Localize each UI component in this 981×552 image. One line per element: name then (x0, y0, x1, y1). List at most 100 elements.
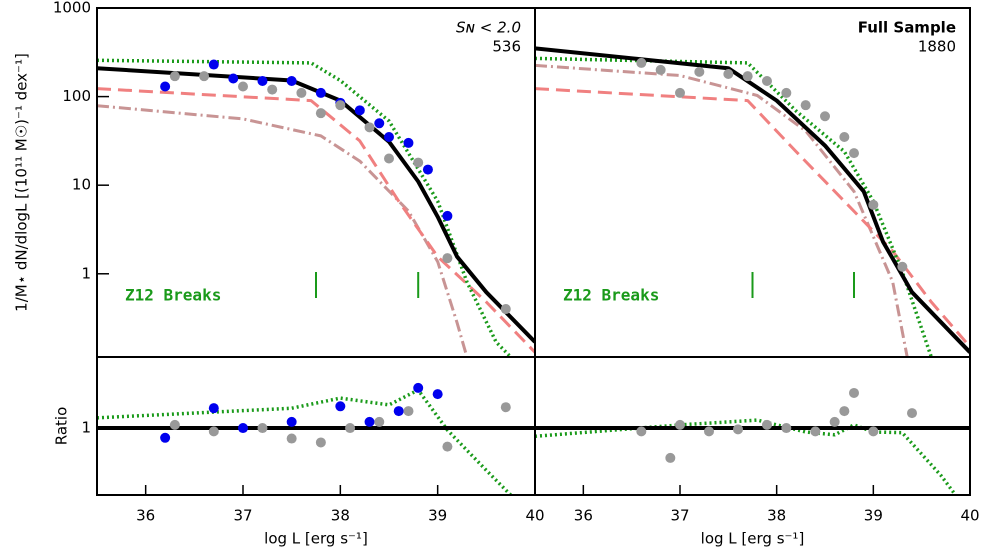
data-point (781, 87, 792, 98)
data-point (296, 87, 307, 98)
data-point (636, 57, 647, 68)
data-point (442, 441, 453, 452)
data-point (345, 423, 356, 434)
data-point (169, 71, 180, 82)
data-point (315, 108, 326, 119)
note: Z12 Breaks (563, 286, 659, 305)
annotation: Full Sample (858, 19, 956, 37)
data-point (354, 105, 365, 116)
x-tick-label: 40 (525, 507, 544, 525)
data-point (810, 426, 821, 437)
model-line (535, 87, 970, 348)
data-point (762, 419, 772, 430)
note: Z12 Breaks (125, 286, 221, 305)
data-point (829, 416, 840, 427)
data-point (238, 423, 248, 434)
data-point (384, 131, 394, 142)
data-point (849, 148, 859, 159)
data-point (897, 261, 908, 272)
model-line (97, 388, 512, 495)
data-point (257, 75, 268, 86)
model-line (535, 63, 909, 357)
data-point (413, 157, 424, 168)
x-tick-label: 40 (960, 507, 979, 525)
data-point (169, 419, 180, 430)
data-point (723, 68, 734, 79)
x-tick-label: 38 (331, 507, 350, 525)
model-line (535, 418, 957, 495)
data-point (413, 382, 424, 393)
plot-area (535, 387, 970, 495)
model-line (535, 46, 970, 354)
data-point (208, 59, 219, 70)
data-point (733, 424, 743, 435)
annotation: 1880 (918, 38, 956, 56)
data-point (160, 81, 171, 92)
data-point (403, 137, 414, 148)
data-point (665, 452, 676, 463)
data-point (422, 164, 433, 175)
data-point (762, 75, 772, 86)
annotation: 536 (492, 38, 521, 56)
data-point (286, 416, 297, 427)
model-line (97, 66, 535, 344)
data-point (839, 406, 850, 417)
data-point (208, 403, 219, 414)
x-axis-label: log L [erg s⁻¹] (264, 530, 368, 548)
data-point (315, 437, 326, 448)
x-tick-label: 39 (428, 507, 447, 525)
data-point (208, 426, 219, 437)
data-point (442, 210, 453, 221)
data-point (694, 66, 705, 77)
data-point (849, 387, 859, 398)
plot-area (535, 46, 970, 357)
data-point (742, 71, 753, 82)
data-point (675, 87, 685, 98)
x-tick-label: 37 (233, 507, 252, 525)
annotation: Sɴ < 2.0 (456, 19, 521, 37)
y-tick-label: 1 (81, 264, 91, 282)
data-point (500, 304, 511, 315)
x-tick-label: 39 (864, 507, 883, 525)
data-point (199, 71, 210, 82)
y-axis-label: Ratio (53, 407, 71, 446)
data-point (374, 416, 385, 427)
data-point (655, 64, 666, 75)
data-point (442, 253, 453, 264)
data-point (868, 199, 879, 210)
plot-area (97, 58, 535, 357)
model-line (97, 58, 512, 357)
data-point (374, 118, 385, 129)
data-point (393, 406, 404, 417)
x-tick-label: 36 (136, 507, 155, 525)
data-point (800, 100, 811, 111)
data-point (500, 402, 511, 413)
data-point (267, 84, 278, 95)
panel-frame (534, 356, 971, 496)
data-point (160, 432, 171, 443)
data-point (286, 433, 297, 444)
data-point (781, 423, 792, 434)
y-axis-label: 1/M⋆ dN/dlogL [(10¹¹ M☉)⁻¹ dex⁻¹] (13, 53, 31, 312)
y-tick-label: 100 (62, 87, 91, 105)
data-point (432, 389, 443, 400)
x-tick-label: 37 (670, 507, 689, 525)
data-point (238, 81, 248, 92)
model-line (97, 87, 535, 354)
data-point (868, 426, 879, 437)
data-point (364, 416, 375, 427)
y-tick-label: 1 (81, 419, 91, 437)
plot-area (97, 382, 535, 495)
data-point (907, 408, 917, 419)
data-point (364, 122, 375, 133)
model-line (97, 104, 469, 357)
data-point (257, 423, 268, 434)
data-point (839, 131, 850, 142)
x-tick-label: 36 (574, 507, 593, 525)
data-point (704, 426, 714, 437)
data-point (335, 401, 346, 412)
data-point (228, 73, 239, 84)
x-tick-label: 38 (767, 507, 786, 525)
y-tick-label: 10 (72, 176, 91, 194)
